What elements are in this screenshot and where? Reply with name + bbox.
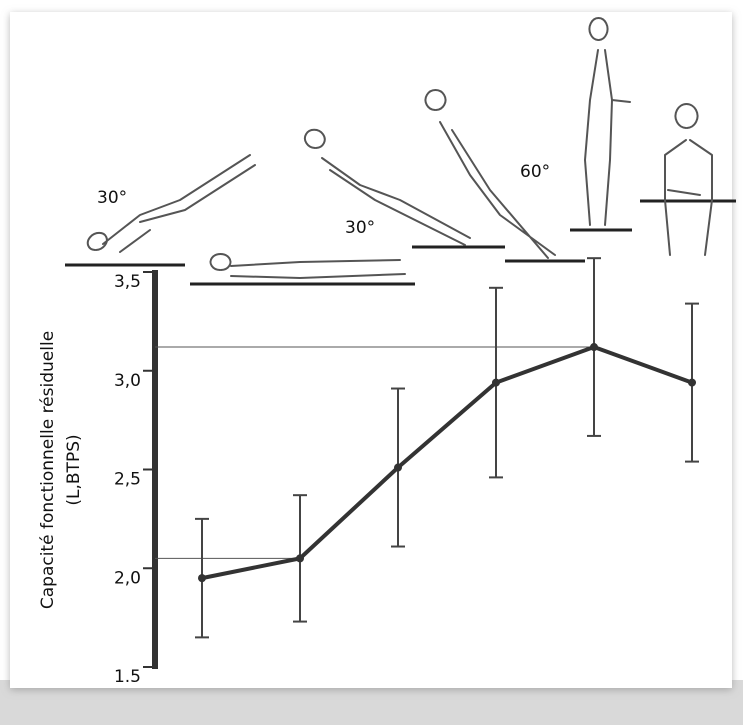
y-tick-label: 3,0 xyxy=(114,371,141,391)
y-tick-label: 3,5 xyxy=(114,272,141,292)
y-tick-label: 2,0 xyxy=(114,568,141,588)
annotation: 30° xyxy=(97,188,127,208)
point xyxy=(590,343,598,351)
point xyxy=(688,379,696,387)
y-axis-title-line: Capacité fonctionnelle résiduelle xyxy=(38,331,58,609)
y-tick-label: 1.5 xyxy=(114,667,141,687)
y-tick-label: 2,5 xyxy=(114,470,141,490)
annotation: 60° xyxy=(520,162,550,182)
y-axis-title-line: (L,BTPS) xyxy=(64,434,84,505)
point xyxy=(296,554,304,562)
chart: 30° 30° 60° Capacité fonctionnelle résid… xyxy=(0,0,743,725)
point xyxy=(198,574,206,582)
point xyxy=(394,464,402,472)
annotation: 30° xyxy=(345,218,375,238)
point xyxy=(492,379,500,387)
page: 30° 30° 60° Capacité fonctionnelle résid… xyxy=(0,0,743,725)
